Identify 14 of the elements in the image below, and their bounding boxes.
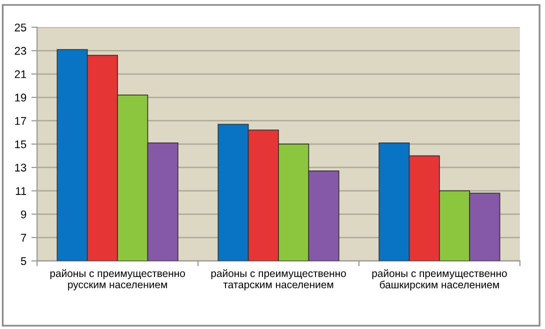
y-tick-label: 15 <box>15 140 26 148</box>
y-tick-label: 19 <box>15 94 26 102</box>
y-tick-label: 7 <box>21 234 26 242</box>
x-tick-label: районы с преимущественно башкирским населением <box>372 269 507 290</box>
y-tick-label: 9 <box>20 210 26 218</box>
y-tick-label: 17 <box>15 117 26 125</box>
x-tick-label: районы с преимущественно татарским населением <box>211 269 346 290</box>
y-tick-label: 21 <box>14 70 26 78</box>
y-tick-label: 13 <box>15 164 26 172</box>
y-tick-label: 23 <box>14 46 26 55</box>
y-tick-label: 11 <box>16 187 26 195</box>
y-tick-label: 5 <box>20 257 26 266</box>
y-tick-label: 25 <box>14 24 26 32</box>
x-tick-label: районы с преимущественно русским населением <box>50 269 185 290</box>
